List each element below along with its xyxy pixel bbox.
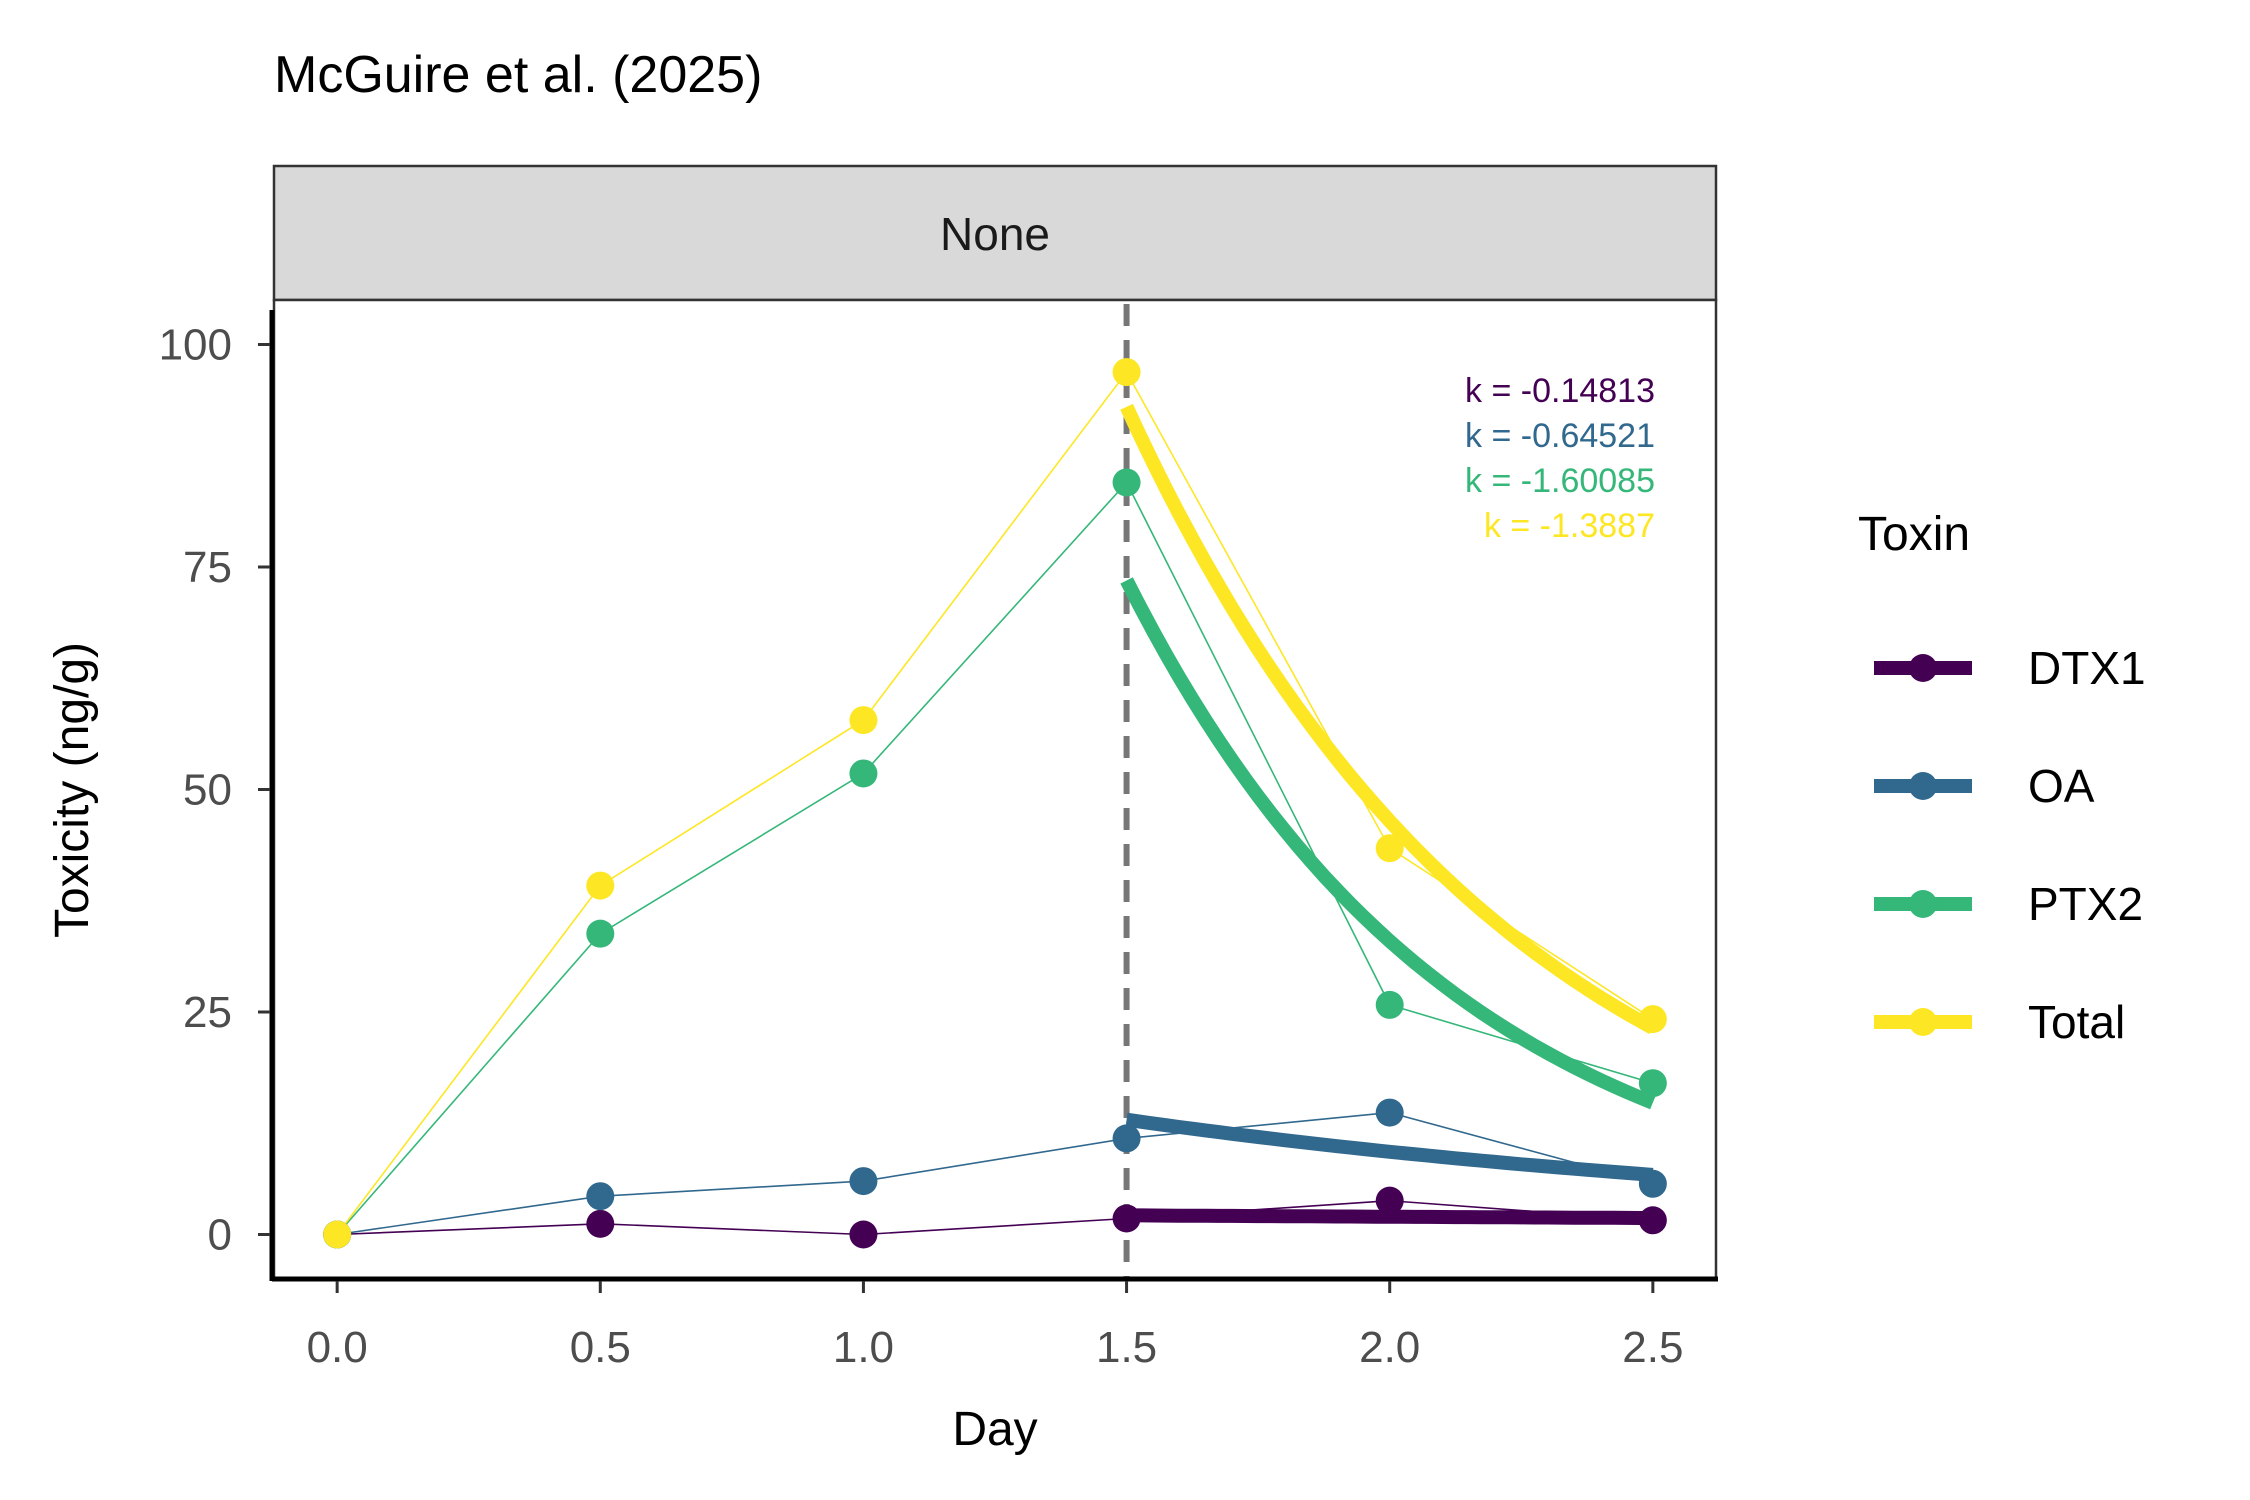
legend-key-point-oa — [1909, 772, 1937, 800]
data-point-total — [323, 1220, 352, 1249]
legend-label-oa: OA — [2028, 760, 2095, 812]
series-line-dtx1 — [337, 1199, 1653, 1236]
data-point-ptx2 — [1638, 1069, 1667, 1098]
fit-curve-oa — [1125, 1112, 1654, 1182]
data-point-dtx1 — [1375, 1186, 1404, 1215]
y-axis-label: Toxicity (ng/g) — [46, 642, 99, 938]
legend-key-point-ptx2 — [1909, 890, 1937, 918]
chart-title: McGuire et al. (2025) — [274, 46, 762, 104]
y-tick-label: 100 — [159, 321, 232, 370]
x-tick-label: 1.5 — [1096, 1323, 1157, 1372]
facet-label: None — [940, 208, 1050, 260]
k-label-oa: k = -0.64521 — [1465, 417, 1655, 455]
series-lines — [336, 370, 1654, 1236]
data-point-oa — [586, 1182, 615, 1211]
x-tick-label: 2.5 — [1622, 1323, 1683, 1372]
x-tick-label: 0.5 — [570, 1323, 631, 1372]
x-ticks: 0.0 0.5 1.0 1.5 2.0 2.5 — [307, 1281, 1683, 1372]
y-tick-label: 50 — [183, 766, 232, 815]
data-point-total — [1375, 834, 1404, 863]
legend-title: Toxin — [1858, 508, 1970, 561]
data-point-oa — [849, 1167, 878, 1196]
data-point-oa — [1638, 1169, 1667, 1198]
series-line-ptx2 — [336, 481, 1654, 1236]
legend-key-point-total — [1909, 1008, 1937, 1036]
series-line-oa — [337, 1111, 1654, 1236]
data-point-oa — [1375, 1098, 1404, 1127]
legend-items: DTX1 OA PTX2 Total — [1874, 642, 2146, 1048]
k-label-dtx1: k = -0.14813 — [1465, 372, 1655, 410]
x-tick-label: 1.0 — [833, 1323, 894, 1372]
data-point-ptx2 — [586, 919, 615, 948]
fit-curve-total — [1120, 403, 1657, 1035]
data-point-ptx2 — [849, 759, 878, 788]
data-point-ptx2 — [1375, 990, 1404, 1019]
facet-strip — [272, 164, 1718, 302]
series-line-total — [336, 370, 1654, 1235]
data-point-dtx1 — [1638, 1206, 1667, 1235]
plot-panel — [272, 298, 1718, 1281]
data-point-dtx1 — [586, 1209, 615, 1238]
k-label-total: k = -1.3887 — [1484, 507, 1655, 545]
x-tick-label: 0.0 — [307, 1323, 368, 1372]
data-point-total — [849, 706, 878, 735]
data-point-total — [586, 871, 615, 900]
data-point-dtx1 — [1112, 1204, 1141, 1233]
data-point-total — [1112, 358, 1141, 387]
y-tick-label: 75 — [183, 543, 232, 592]
data-point-dtx1 — [849, 1220, 878, 1249]
fit-lines — [1120, 403, 1657, 1225]
y-ticks: 0 25 50 75 100 — [159, 321, 270, 1260]
legend-label-ptx2: PTX2 — [2028, 878, 2143, 930]
x-tick-label: 2.0 — [1359, 1323, 1420, 1372]
fit-curve-dtx1 — [1126, 1208, 1653, 1225]
legend: Toxin DTX1 OA PTX2 Total — [1858, 508, 2146, 1048]
y-tick-label: 0 — [208, 1211, 232, 1260]
legend-label-total: Total — [2028, 996, 2125, 1048]
data-point-total — [1638, 1005, 1667, 1034]
data-point-oa — [1112, 1124, 1141, 1153]
k-labels: k = -0.14813 k = -0.64521 k = -1.60085 k = … — [1465, 372, 1655, 545]
series-points — [323, 358, 1667, 1249]
data-point-ptx2 — [1112, 468, 1141, 497]
y-tick-label: 25 — [183, 988, 232, 1037]
legend-key-point-dtx1 — [1909, 654, 1937, 682]
fit-curve-ptx2 — [1120, 577, 1656, 1110]
legend-label-dtx1: DTX1 — [2028, 642, 2146, 694]
x-axis-label: Day — [952, 1403, 1037, 1456]
k-label-ptx2: k = -1.60085 — [1465, 462, 1655, 500]
